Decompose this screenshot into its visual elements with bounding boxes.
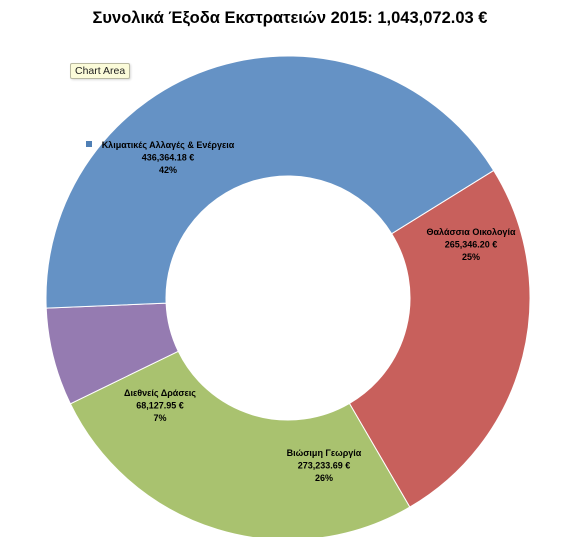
slice-label-name-3: Κλιματικές Αλλαγές & Ενέργεια bbox=[102, 140, 235, 150]
slice-label-name-0: Θαλάσσια Οικολογία bbox=[427, 227, 516, 237]
slice-label-percent-2: 7% bbox=[153, 413, 166, 423]
slice-label-percent-0: 25% bbox=[462, 252, 480, 262]
slice-label-name-1: Βιώσιμη Γεωργία bbox=[287, 448, 362, 458]
slice-label-value-2: 68,127.95 € bbox=[136, 401, 184, 411]
chart-title: Συνολικά Έξοδα Εκστρατειών 2015: 1,043,0… bbox=[92, 9, 488, 27]
slice-1[interactable] bbox=[69, 350, 411, 537]
chart-area-tooltip: Chart Area bbox=[70, 63, 131, 79]
slice-3[interactable] bbox=[45, 55, 495, 309]
slice-label-name-2: Διεθνείς Δράσεις bbox=[124, 388, 196, 398]
slice-label-value-1: 273,233.69 € bbox=[298, 461, 351, 471]
slice-label-value-0: 265,346.20 € bbox=[445, 240, 498, 250]
label-selection-handle[interactable] bbox=[86, 141, 92, 147]
slice-label-value-3: 436,364.18 € bbox=[142, 153, 195, 163]
slice-0[interactable] bbox=[348, 169, 531, 508]
slice-label-percent-1: 26% bbox=[315, 473, 333, 483]
slice-label-percent-3: 42% bbox=[159, 165, 177, 175]
